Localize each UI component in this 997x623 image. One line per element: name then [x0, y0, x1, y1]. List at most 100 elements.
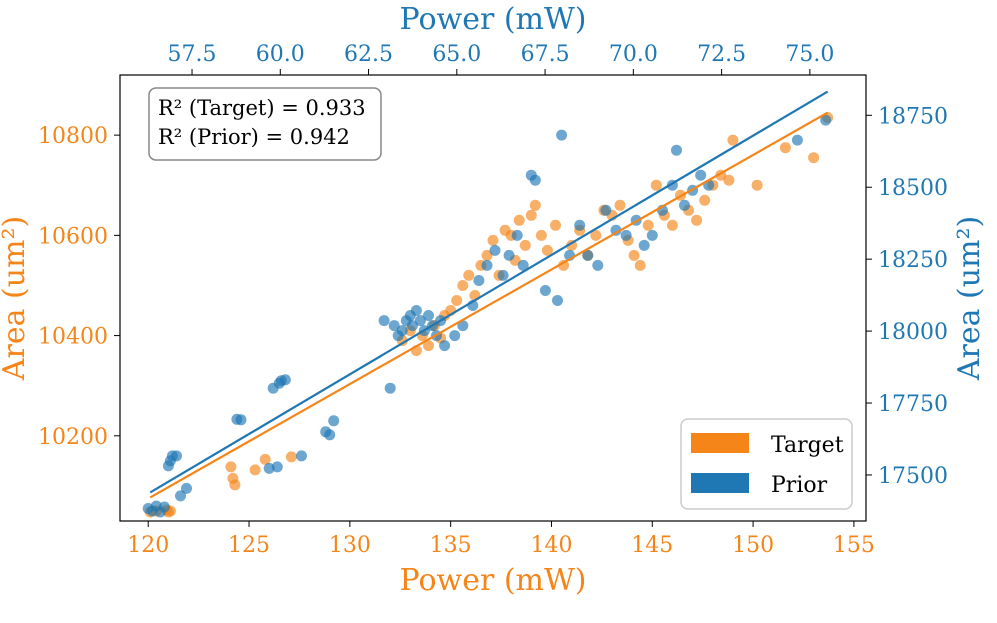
prior-point — [592, 259, 604, 271]
prior-point — [473, 275, 485, 286]
y-right-tick-label: 18000 — [878, 320, 948, 345]
target-point — [691, 214, 703, 226]
prior-point — [378, 315, 390, 327]
target-point — [541, 244, 553, 256]
target-point — [634, 259, 646, 271]
prior-point — [279, 374, 291, 386]
x-bottom-tick-label: 140 — [530, 533, 572, 558]
prior-point — [582, 249, 594, 261]
x-top-tick-label: 60.0 — [256, 42, 305, 67]
prior-point — [556, 129, 568, 141]
y-right-tick-label: 18500 — [878, 176, 948, 201]
y-right-tick-label: 17750 — [878, 392, 948, 417]
x-bottom-tick-label: 135 — [430, 533, 472, 558]
target-point — [451, 295, 463, 306]
prior-point — [820, 114, 832, 126]
x-bottom-tick-label: 145 — [631, 533, 673, 558]
target-point — [590, 229, 602, 241]
target-point — [525, 209, 537, 221]
legend-label-prior: Prior — [771, 473, 828, 498]
target-point — [229, 479, 241, 491]
x-top-tick-label: 65.0 — [432, 42, 481, 67]
prior-point — [552, 295, 563, 306]
x-bottom-tick-label: 130 — [329, 533, 371, 558]
target-point — [642, 219, 654, 231]
prior-point — [396, 325, 408, 337]
prior-point — [620, 229, 632, 241]
prior-point — [439, 340, 451, 352]
y-right-tick-label: 18750 — [878, 104, 948, 129]
prior-point — [646, 229, 658, 241]
target-point — [423, 340, 434, 352]
target-point — [513, 214, 525, 226]
prior-point — [388, 320, 400, 332]
prior-point — [574, 219, 586, 231]
target-point — [779, 142, 791, 154]
target-point — [650, 179, 662, 191]
prior-point — [695, 169, 707, 181]
prior-point — [328, 415, 340, 427]
target-point — [225, 461, 237, 473]
target-point — [519, 239, 531, 251]
target-point — [457, 280, 469, 291]
target-point — [481, 249, 493, 261]
prior-point — [414, 315, 426, 327]
prior-point — [497, 269, 509, 281]
x-bottom-tick-label: 120 — [127, 533, 169, 558]
prior-point — [384, 382, 396, 394]
legend: Target Prior — [680, 418, 853, 510]
plot-frame — [119, 74, 867, 522]
annotation-frame — [148, 87, 382, 161]
target-point — [487, 234, 499, 246]
prior-point — [679, 199, 690, 211]
x-axis-label-top: Power (mW) — [399, 2, 586, 37]
prior-point — [791, 134, 803, 146]
target-point — [614, 199, 626, 211]
target-point — [529, 199, 541, 211]
target-point — [285, 451, 297, 463]
prior-point — [638, 239, 650, 251]
x-bottom-tick-label: 150 — [732, 533, 774, 558]
ticks-layer: 120 125 130 135 140 145 150 155 57.5 60.0 62.5 65.0… — [38, 42, 948, 558]
prior-point — [511, 229, 523, 241]
target-point — [249, 464, 261, 476]
prior-point — [171, 450, 182, 462]
fit-lines-layer — [149, 90, 829, 499]
prior-point — [271, 461, 283, 473]
target-point — [666, 219, 678, 231]
prior-point — [503, 249, 515, 261]
annotation-r2-target: R² (Target) = 0.933 — [158, 96, 366, 120]
y-left-tick-label: 10400 — [38, 325, 108, 350]
annotation-box: R² (Target) = 0.933 R² (Prior) = 0.942 — [148, 87, 382, 161]
x-top-tick-label: 75.0 — [785, 42, 834, 67]
target-point — [463, 269, 475, 281]
x-bottom-tick-label: 125 — [228, 533, 270, 558]
prior-point — [423, 310, 434, 321]
prior-point — [671, 144, 682, 156]
y-right-tick-label: 17500 — [878, 464, 948, 489]
target-point — [259, 453, 271, 465]
annotation-r2-prior: R² (Prior) = 0.942 — [158, 125, 350, 149]
prior-point — [175, 490, 186, 502]
points-layer — [142, 112, 834, 518]
prior-point — [529, 174, 541, 186]
target-point — [535, 229, 547, 241]
legend-swatch-target — [691, 433, 749, 453]
prior-point — [481, 259, 493, 271]
y-left-tick-label: 10800 — [38, 124, 108, 149]
prior-point — [517, 259, 529, 271]
y-axis-label-right: Area (um²) — [952, 216, 987, 381]
target-point — [723, 174, 735, 186]
prior-point — [449, 330, 461, 342]
y-left-tick-label: 10200 — [38, 425, 108, 450]
prior-point — [324, 429, 336, 441]
x-top-tick-label: 62.5 — [344, 42, 393, 67]
target-point — [751, 179, 763, 191]
target-point — [699, 194, 711, 206]
prior-point — [600, 204, 612, 216]
x-top-tick-label: 70.0 — [609, 42, 658, 67]
x-top-tick-label: 57.5 — [168, 42, 217, 67]
prior-point — [235, 414, 247, 426]
x-bottom-tick-label: 155 — [833, 533, 875, 558]
